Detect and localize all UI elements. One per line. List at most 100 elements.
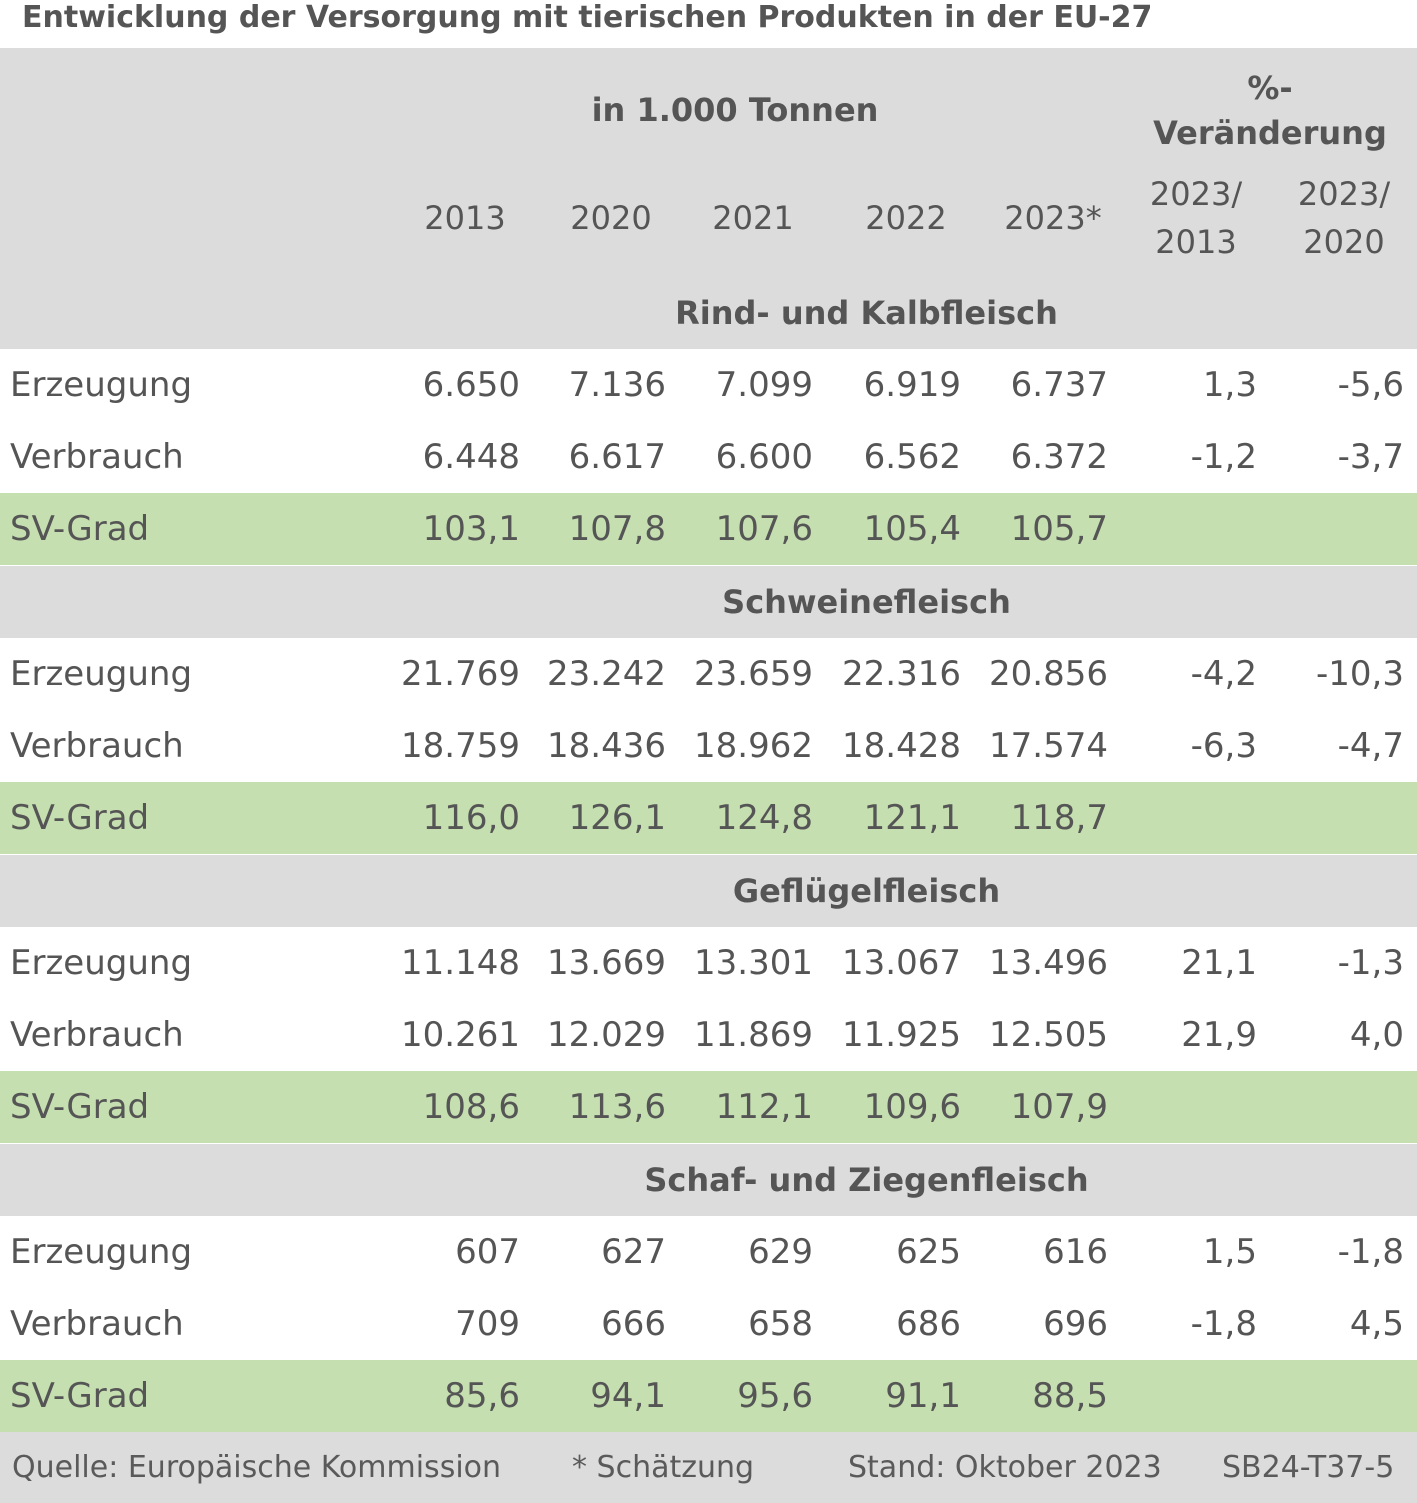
value-cell: 6.372 <box>1010 437 1108 477</box>
year-header: 2020 <box>570 199 652 237</box>
footer-code: SB24-T37-5 <box>1222 1450 1395 1485</box>
value-cell: 23.242 <box>547 654 666 694</box>
value-cell: 7.099 <box>715 365 813 405</box>
value-cell: 116,0 <box>422 798 520 838</box>
table-row: Verbrauch 18.759 18.436 18.962 18.428 17.574 -… <box>0 710 1417 782</box>
change-col-header: 2023/ <box>1149 175 1243 213</box>
value-cell: 13.301 <box>694 943 813 983</box>
value-cell: 13.496 <box>989 943 1108 983</box>
change-cell: -1,8 <box>1337 1232 1404 1272</box>
value-cell: 11.925 <box>842 1015 961 1055</box>
year-header: 2021 <box>712 199 794 237</box>
change-col-header: 2023/ <box>1297 175 1391 213</box>
value-cell: 105,4 <box>863 509 961 549</box>
change-cell: -4,7 <box>1337 726 1404 766</box>
value-cell: 18.759 <box>401 726 520 766</box>
table-row: SV-Grad 108,6 113,6 112,1 109,6 107,9 <box>0 1071 1417 1143</box>
value-cell: 6.562 <box>863 437 961 477</box>
value-cell: 12.029 <box>547 1015 666 1055</box>
table-row: Verbrauch 6.448 6.617 6.600 6.562 6.372 -1,2 -3… <box>0 421 1417 493</box>
value-cell: 607 <box>455 1232 520 1272</box>
value-cell: 629 <box>748 1232 813 1272</box>
value-cell: 686 <box>896 1304 961 1344</box>
change-col-header: 2013 <box>1155 223 1237 261</box>
value-cell: 91,1 <box>885 1376 961 1416</box>
row-label: SV-Grad <box>10 1087 150 1127</box>
section-title: Rind- und Kalbfleisch <box>675 294 1058 332</box>
section-header: Schweinefleisch <box>0 566 1417 638</box>
value-cell: 124,8 <box>715 798 813 838</box>
table-row: Verbrauch 10.261 12.029 11.869 11.925 12.505 2… <box>0 999 1417 1071</box>
value-cell: 118,7 <box>1010 798 1108 838</box>
year-header: 2023* <box>1004 199 1102 237</box>
value-cell: 113,6 <box>568 1087 666 1127</box>
section-header: Geflügelfleisch <box>0 855 1417 927</box>
footer-date: Stand: Oktober 2023 <box>848 1450 1162 1485</box>
year-header: 2022 <box>865 199 947 237</box>
change-label-line1: %- <box>1247 69 1293 107</box>
value-cell: 709 <box>455 1304 520 1344</box>
table-row: Erzeugung 607 627 629 625 616 1,5 -1,8 <box>0 1216 1417 1288</box>
row-label: Verbrauch <box>10 726 184 766</box>
change-cell: -1,3 <box>1337 943 1404 983</box>
change-cell: 1,5 <box>1202 1232 1257 1272</box>
value-cell: 121,1 <box>863 798 961 838</box>
value-cell: 18.436 <box>547 726 666 766</box>
table-header: in 1.000 Tonnen %- Veränderung 2013 2020… <box>0 48 1417 277</box>
change-label-line2: Veränderung <box>1153 114 1387 152</box>
value-cell: 18.962 <box>694 726 813 766</box>
value-cell: 105,7 <box>1010 509 1108 549</box>
value-cell: 23.659 <box>694 654 813 694</box>
row-label: Erzeugung <box>10 943 193 983</box>
value-cell: 625 <box>896 1232 961 1272</box>
change-cell: -4,2 <box>1190 654 1257 694</box>
value-cell: 85,6 <box>444 1376 520 1416</box>
value-cell: 10.261 <box>401 1015 520 1055</box>
table-row: Erzeugung 6.650 7.136 7.099 6.919 6.737 1,3 -5,… <box>0 349 1417 421</box>
value-cell: 666 <box>601 1304 666 1344</box>
value-cell: 95,6 <box>737 1376 813 1416</box>
change-cell: 4,0 <box>1349 1015 1404 1055</box>
value-cell: 94,1 <box>590 1376 666 1416</box>
value-cell: 6.650 <box>422 365 520 405</box>
value-cell: 6.737 <box>1010 365 1108 405</box>
change-cell: -1,2 <box>1190 437 1257 477</box>
value-cell: 696 <box>1043 1304 1108 1344</box>
table-row: Erzeugung 21.769 23.242 23.659 22.316 20.856 -… <box>0 638 1417 710</box>
section-header: Schaf- und Ziegenfleisch <box>0 1144 1417 1216</box>
table-row: SV-Grad 116,0 126,1 124,8 121,1 118,7 <box>0 782 1417 854</box>
value-cell: 107,8 <box>568 509 666 549</box>
table-row: SV-Grad 85,6 94,1 95,6 91,1 88,5 <box>0 1360 1417 1432</box>
value-cell: 627 <box>601 1232 666 1272</box>
value-cell: 13.669 <box>547 943 666 983</box>
change-cell: -3,7 <box>1337 437 1404 477</box>
value-cell: 103,1 <box>422 509 520 549</box>
unit-label: in 1.000 Tonnen <box>591 91 879 129</box>
table-title: Entwicklung der Versorgung mit tierische… <box>22 0 1153 35</box>
value-cell: 658 <box>748 1304 813 1344</box>
value-cell: 11.148 <box>401 943 520 983</box>
value-cell: 126,1 <box>568 798 666 838</box>
row-label: Verbrauch <box>10 437 184 477</box>
change-cell: -1,8 <box>1190 1304 1257 1344</box>
table-footer: Quelle: Europäische Kommission * Schätzu… <box>0 1432 1417 1503</box>
change-cell: 4,5 <box>1349 1304 1404 1344</box>
value-cell: 22.316 <box>842 654 961 694</box>
row-label: SV-Grad <box>10 509 150 549</box>
row-label: Erzeugung <box>10 1232 193 1272</box>
change-cell: -5,6 <box>1337 365 1404 405</box>
value-cell: 6.617 <box>568 437 666 477</box>
change-cell: 21,9 <box>1181 1015 1257 1055</box>
row-label: Erzeugung <box>10 365 193 405</box>
row-label: SV-Grad <box>10 1376 150 1416</box>
year-header: 2013 <box>424 199 506 237</box>
change-cell: -10,3 <box>1316 654 1404 694</box>
row-label: Erzeugung <box>10 654 193 694</box>
value-cell: 13.067 <box>842 943 961 983</box>
section-title: Schweinefleisch <box>722 583 1011 621</box>
value-cell: 18.428 <box>842 726 961 766</box>
value-cell: 107,9 <box>1010 1087 1108 1127</box>
row-label: Verbrauch <box>10 1015 184 1055</box>
table-row: SV-Grad 103,1 107,8 107,6 105,4 105,7 <box>0 493 1417 565</box>
value-cell: 616 <box>1043 1232 1108 1272</box>
